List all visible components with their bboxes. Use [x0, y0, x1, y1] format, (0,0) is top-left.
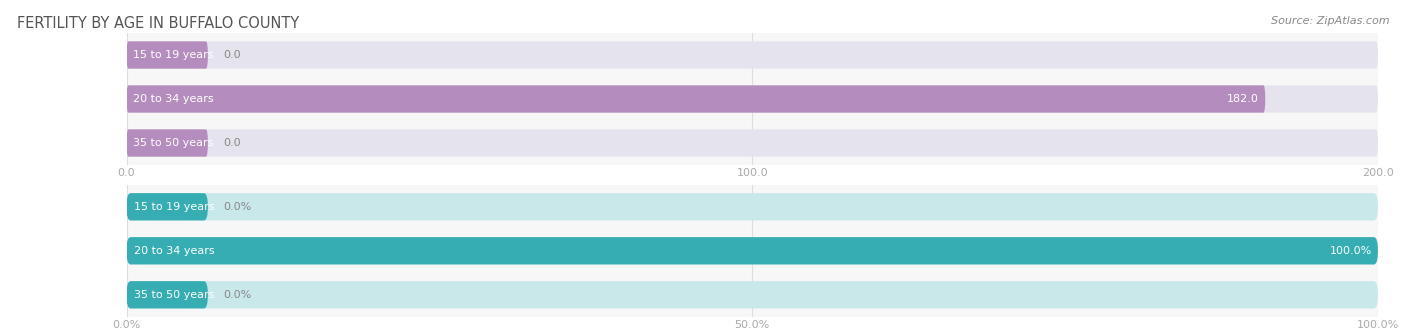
- FancyBboxPatch shape: [127, 193, 1378, 220]
- FancyBboxPatch shape: [127, 129, 1378, 157]
- FancyBboxPatch shape: [127, 129, 208, 157]
- Text: FERTILITY BY AGE IN BUFFALO COUNTY: FERTILITY BY AGE IN BUFFALO COUNTY: [17, 16, 299, 31]
- Text: 0.0%: 0.0%: [224, 290, 252, 300]
- Text: 15 to 19 years: 15 to 19 years: [134, 50, 214, 60]
- Text: 0.0: 0.0: [224, 50, 240, 60]
- Text: 100.0%: 100.0%: [1330, 246, 1372, 256]
- FancyBboxPatch shape: [127, 281, 208, 309]
- Text: 20 to 34 years: 20 to 34 years: [134, 94, 214, 104]
- Text: Source: ZipAtlas.com: Source: ZipAtlas.com: [1271, 16, 1389, 26]
- FancyBboxPatch shape: [127, 41, 1378, 69]
- Text: 0.0: 0.0: [224, 138, 240, 148]
- FancyBboxPatch shape: [127, 281, 1378, 309]
- Text: 35 to 50 years: 35 to 50 years: [134, 290, 214, 300]
- Text: 15 to 19 years: 15 to 19 years: [134, 202, 215, 212]
- Text: 35 to 50 years: 35 to 50 years: [134, 138, 214, 148]
- FancyBboxPatch shape: [127, 41, 208, 69]
- FancyBboxPatch shape: [127, 193, 208, 220]
- Text: 0.0%: 0.0%: [224, 202, 252, 212]
- Text: 182.0: 182.0: [1227, 94, 1258, 104]
- FancyBboxPatch shape: [127, 237, 1378, 264]
- FancyBboxPatch shape: [127, 85, 1265, 113]
- FancyBboxPatch shape: [127, 85, 1378, 113]
- Text: 20 to 34 years: 20 to 34 years: [134, 246, 215, 256]
- FancyBboxPatch shape: [127, 237, 1378, 264]
